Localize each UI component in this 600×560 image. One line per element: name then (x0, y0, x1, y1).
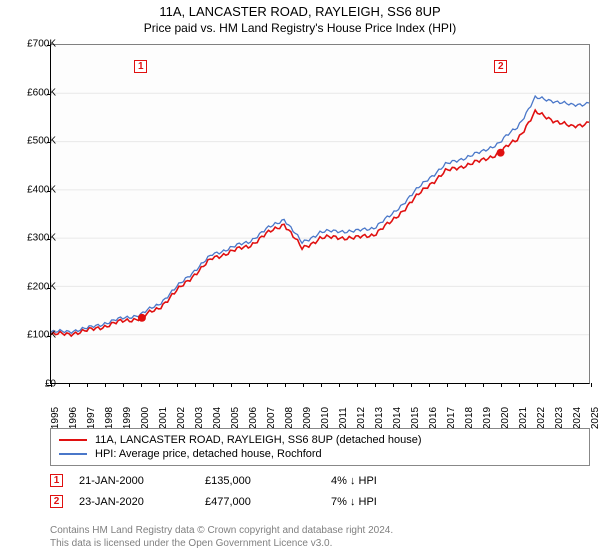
y-axis-label: £200K (10, 281, 56, 292)
y-axis-label: £500K (10, 136, 56, 147)
legend-swatch (59, 439, 87, 441)
x-axis-label: 2015 (410, 407, 421, 429)
x-axis-label: 2004 (212, 407, 223, 429)
x-axis-label: 2014 (392, 407, 403, 429)
series-line-price_paid (51, 110, 589, 336)
x-axis-label: 2024 (572, 407, 583, 429)
x-axis-label: 2012 (356, 407, 367, 429)
table-row: 2 23-JAN-2020 £477,000 7% ↓ HPI (50, 491, 590, 512)
x-axis-label: 2007 (266, 407, 277, 429)
x-axis-label: 2000 (140, 407, 151, 429)
x-axis-label: 2025 (590, 407, 600, 429)
x-axis-label: 2020 (500, 407, 511, 429)
x-axis-label: 2011 (338, 407, 349, 429)
x-axis-label: 2001 (158, 407, 169, 429)
license-notice: Contains HM Land Registry data © Crown c… (50, 524, 590, 550)
x-axis-label: 1995 (50, 407, 61, 429)
row-date: 23-JAN-2020 (79, 496, 189, 508)
x-axis-label: 1999 (122, 407, 133, 429)
legend-swatch (59, 453, 87, 455)
x-axis-label: 2023 (554, 407, 565, 429)
x-axis-label: 2003 (194, 407, 205, 429)
x-axis-label: 2010 (320, 407, 331, 429)
x-axis-label: 2006 (248, 407, 259, 429)
legend-label: 11A, LANCASTER ROAD, RAYLEIGH, SS6 8UP (… (95, 434, 421, 446)
x-axis-label: 2016 (428, 407, 439, 429)
x-axis-label: 2021 (518, 407, 529, 429)
y-axis-label: £0 (10, 379, 56, 390)
x-axis-label: 2002 (176, 407, 187, 429)
row-delta: 7% ↓ HPI (331, 496, 441, 508)
row-date: 21-JAN-2000 (79, 475, 189, 487)
y-axis-label: £300K (10, 233, 56, 244)
row-price: £135,000 (205, 475, 315, 487)
transaction-marker-dot (138, 314, 146, 322)
series-line-hpi (51, 96, 589, 333)
transaction-marker-box: 1 (134, 60, 147, 73)
row-marker-icon: 2 (50, 495, 63, 508)
row-price: £477,000 (205, 496, 315, 508)
x-axis-label: 2013 (374, 407, 385, 429)
x-axis-label: 2019 (482, 407, 493, 429)
row-delta: 4% ↓ HPI (331, 475, 441, 487)
license-line: Contains HM Land Registry data © Crown c… (50, 524, 590, 537)
chart-plot-area (50, 44, 590, 384)
legend-label: HPI: Average price, detached house, Roch… (95, 448, 322, 460)
transaction-marker-dot (497, 149, 505, 157)
transaction-marker-box: 2 (494, 60, 507, 73)
x-axis-label: 1997 (86, 407, 97, 429)
x-axis-label: 2009 (302, 407, 313, 429)
y-axis-label: £400K (10, 184, 56, 195)
x-axis-label: 1998 (104, 407, 115, 429)
chart-subtitle: Price paid vs. HM Land Registry's House … (0, 19, 600, 35)
x-axis-label: 2005 (230, 407, 241, 429)
x-axis-label: 2022 (536, 407, 547, 429)
x-axis-label: 2008 (284, 407, 295, 429)
legend-item: HPI: Average price, detached house, Roch… (59, 447, 581, 461)
y-axis-label: £100K (10, 330, 56, 341)
license-line: This data is licensed under the Open Gov… (50, 537, 590, 550)
y-axis-label: £600K (10, 87, 56, 98)
x-axis-label: 1996 (68, 407, 79, 429)
chart-svg (51, 45, 589, 383)
legend: 11A, LANCASTER ROAD, RAYLEIGH, SS6 8UP (… (50, 428, 590, 466)
x-axis-label: 2018 (464, 407, 475, 429)
x-axis-label: 2017 (446, 407, 457, 429)
legend-item: 11A, LANCASTER ROAD, RAYLEIGH, SS6 8UP (… (59, 433, 581, 447)
y-axis-label: £700K (10, 39, 56, 50)
transactions-table: 1 21-JAN-2000 £135,000 4% ↓ HPI 2 23-JAN… (50, 470, 590, 512)
table-row: 1 21-JAN-2000 £135,000 4% ↓ HPI (50, 470, 590, 491)
row-marker-icon: 1 (50, 474, 63, 487)
chart-title: 11A, LANCASTER ROAD, RAYLEIGH, SS6 8UP (0, 0, 600, 19)
